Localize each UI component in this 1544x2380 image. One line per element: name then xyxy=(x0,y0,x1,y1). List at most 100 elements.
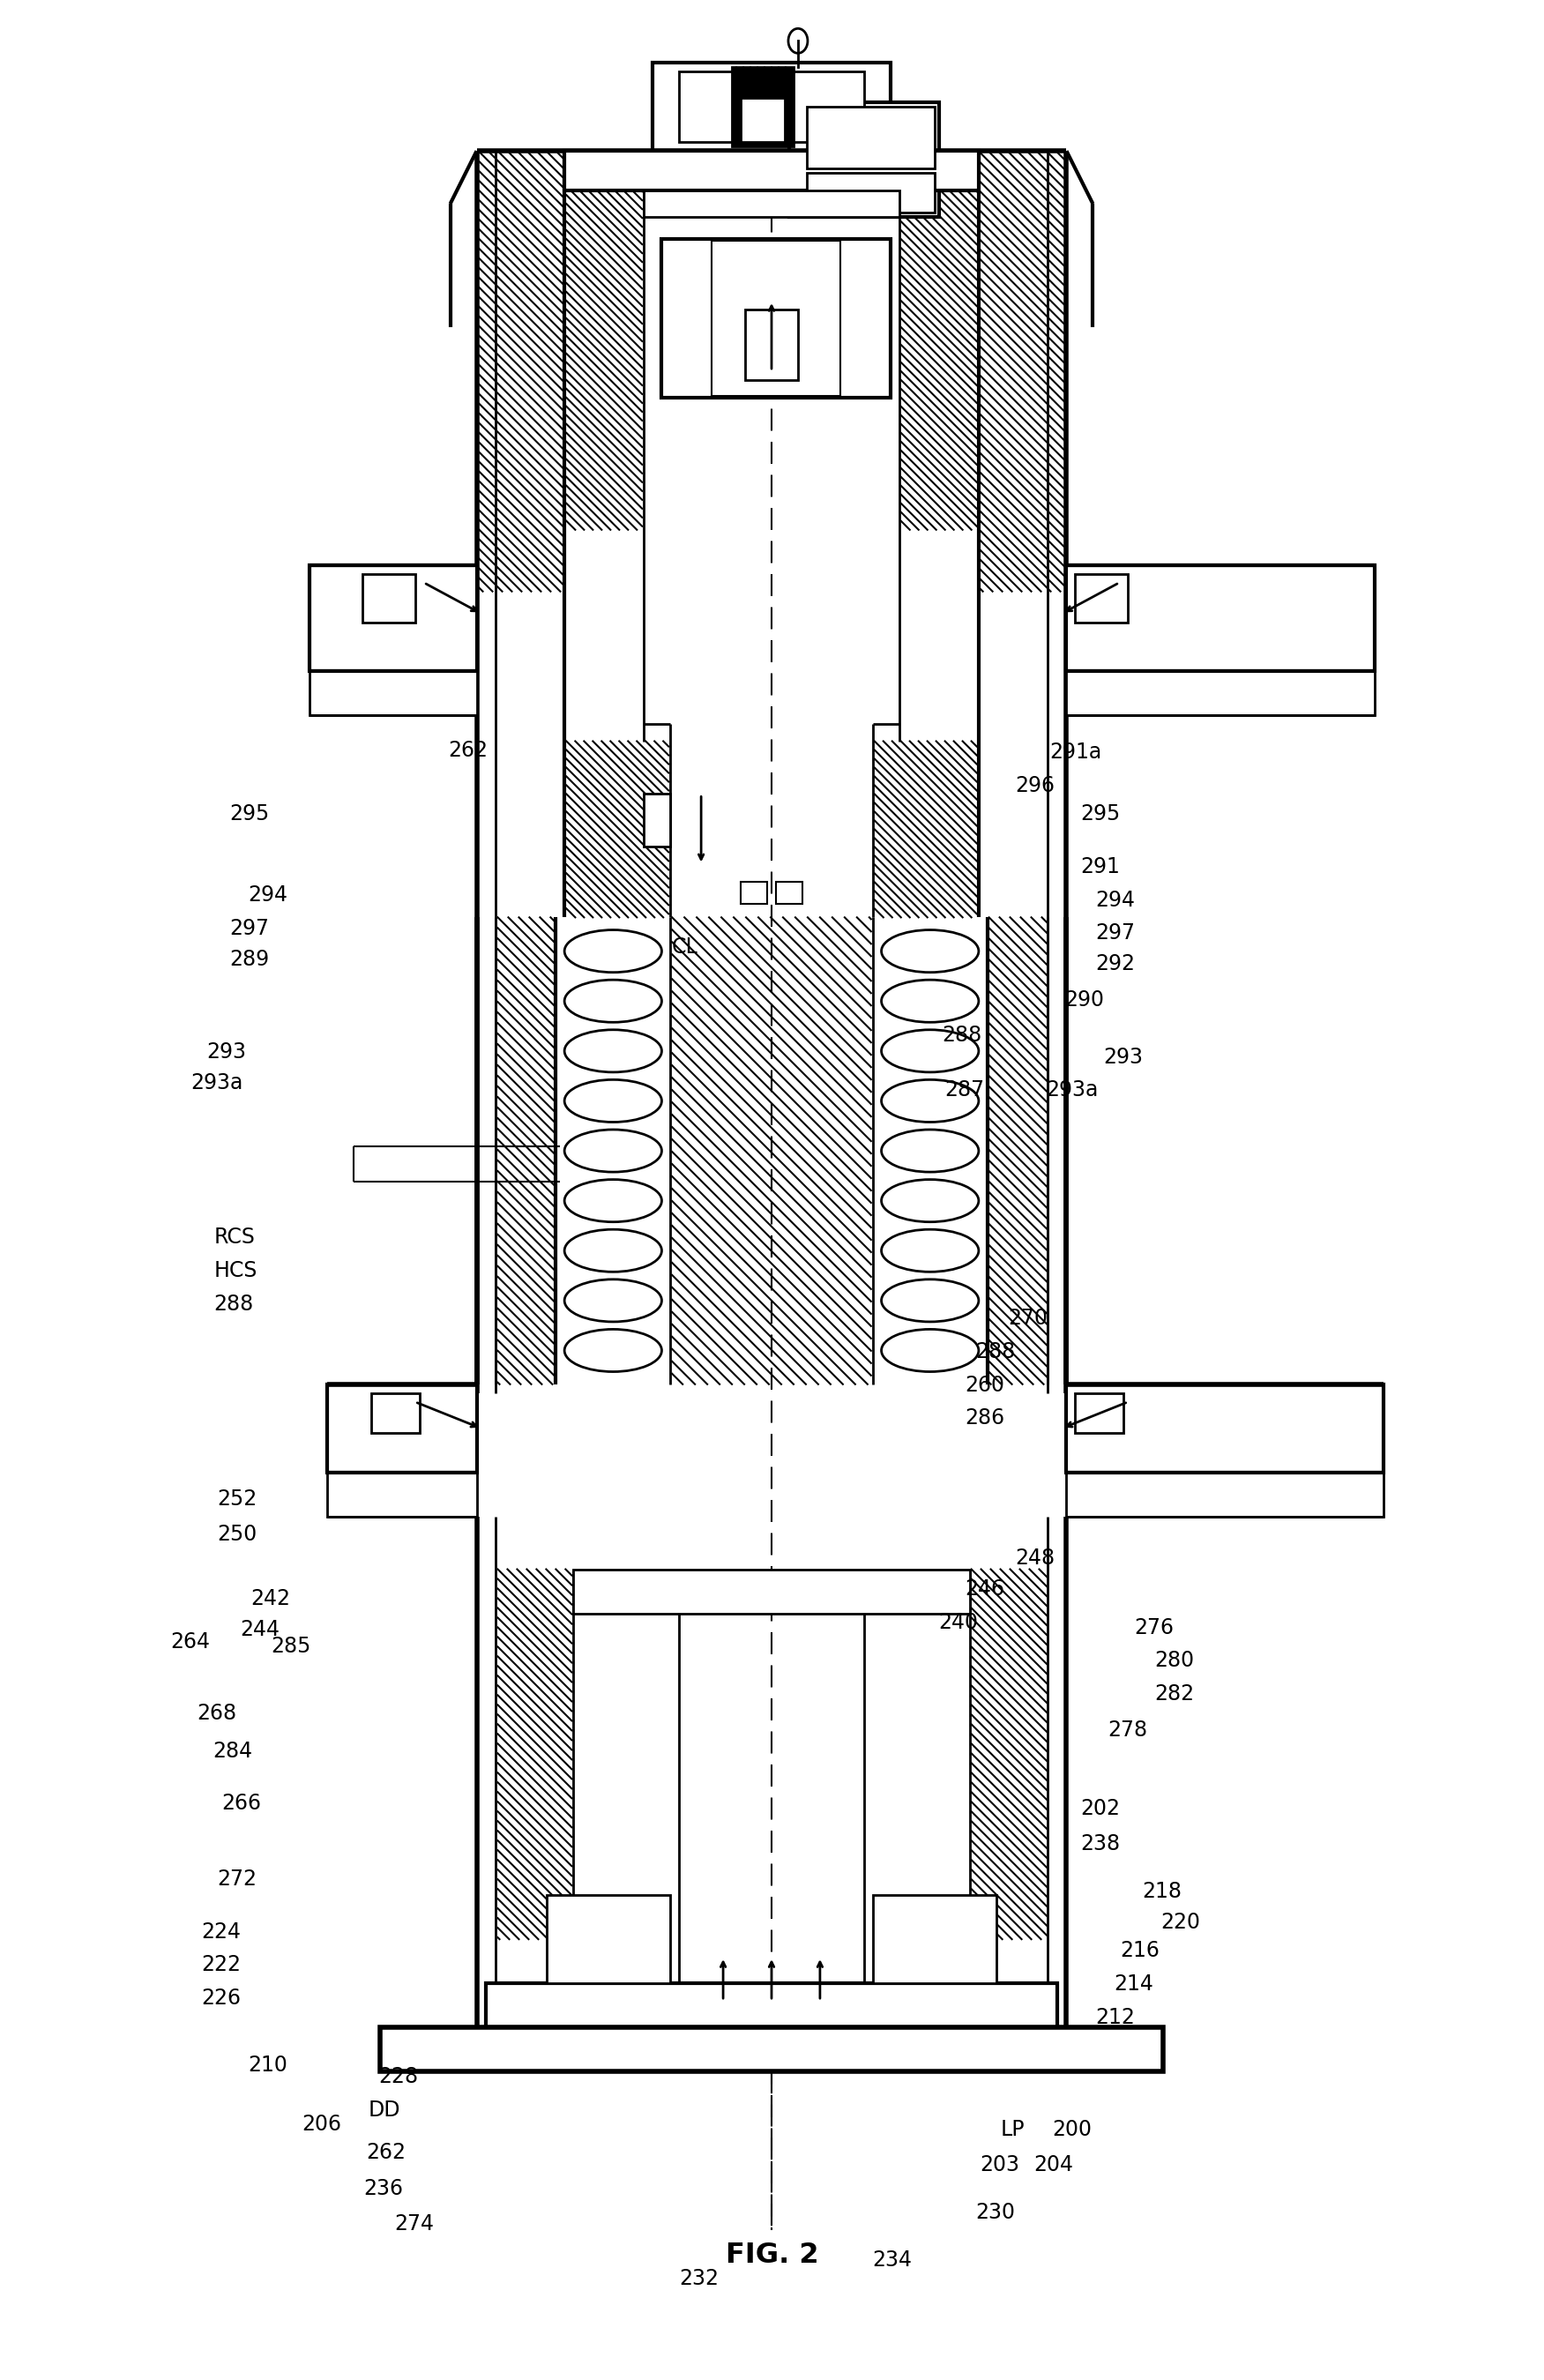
Text: 294: 294 xyxy=(249,885,287,907)
Text: DD: DD xyxy=(367,2099,400,2121)
Bar xyxy=(1075,1392,1124,1433)
Text: 250: 250 xyxy=(218,1523,256,1545)
Text: 262: 262 xyxy=(366,2142,406,2163)
Ellipse shape xyxy=(565,1330,662,1371)
Text: 289: 289 xyxy=(230,950,269,971)
Ellipse shape xyxy=(882,1330,979,1371)
Text: 232: 232 xyxy=(679,2268,720,2290)
Text: FIG. 2: FIG. 2 xyxy=(726,2242,818,2268)
Ellipse shape xyxy=(565,1230,662,1271)
Bar xyxy=(363,574,415,621)
Bar xyxy=(644,795,670,847)
Bar xyxy=(732,67,794,148)
Bar xyxy=(1067,671,1374,714)
Text: 202: 202 xyxy=(1081,1797,1119,1818)
Text: 274: 274 xyxy=(394,2213,434,2235)
Ellipse shape xyxy=(882,1031,979,1071)
Text: 246: 246 xyxy=(965,1578,1005,1599)
Text: HCS: HCS xyxy=(215,1261,258,1280)
Bar xyxy=(1067,1385,1383,1473)
Text: 287: 287 xyxy=(945,1081,985,1100)
Text: 292: 292 xyxy=(1096,954,1135,976)
Text: 284: 284 xyxy=(213,1740,252,1761)
Text: 291a: 291a xyxy=(1050,743,1102,764)
Ellipse shape xyxy=(565,1130,662,1171)
Text: 248: 248 xyxy=(1016,1547,1056,1568)
Text: 288: 288 xyxy=(215,1295,253,1314)
Bar xyxy=(653,62,891,150)
Bar xyxy=(371,1392,420,1433)
Text: 291: 291 xyxy=(1081,857,1119,878)
Ellipse shape xyxy=(882,931,979,973)
Ellipse shape xyxy=(882,1180,979,1221)
Text: 285: 285 xyxy=(272,1635,310,1656)
Ellipse shape xyxy=(882,981,979,1023)
Text: 268: 268 xyxy=(198,1702,236,1723)
Text: 204: 204 xyxy=(1034,2154,1073,2175)
Bar xyxy=(741,883,767,904)
Text: 252: 252 xyxy=(218,1488,256,1509)
Bar xyxy=(309,671,477,714)
Text: 236: 236 xyxy=(363,2178,403,2199)
Bar xyxy=(679,71,758,143)
Ellipse shape xyxy=(565,1081,662,1121)
Text: 218: 218 xyxy=(1143,1880,1181,1902)
Bar xyxy=(784,71,865,143)
Text: CL: CL xyxy=(672,938,698,959)
Text: 220: 220 xyxy=(1161,1911,1200,1933)
Text: 203: 203 xyxy=(980,2154,1019,2175)
Text: 212: 212 xyxy=(1096,2006,1135,2028)
Ellipse shape xyxy=(882,1230,979,1271)
Text: 272: 272 xyxy=(218,1868,256,1890)
Ellipse shape xyxy=(565,1031,662,1071)
Bar xyxy=(789,102,939,217)
Text: 295: 295 xyxy=(230,804,269,826)
Bar xyxy=(746,309,798,381)
Ellipse shape xyxy=(565,981,662,1023)
Text: 206: 206 xyxy=(301,2113,341,2135)
Bar xyxy=(1067,1473,1383,1516)
Text: 288: 288 xyxy=(976,1340,1016,1361)
Text: 234: 234 xyxy=(872,2249,913,2271)
Text: 293a: 293a xyxy=(191,1073,244,1092)
Text: 286: 286 xyxy=(965,1407,1005,1428)
Text: 295: 295 xyxy=(1081,804,1121,826)
Bar xyxy=(644,190,899,217)
Text: 293: 293 xyxy=(207,1042,245,1064)
Text: 242: 242 xyxy=(252,1587,290,1609)
Text: 244: 244 xyxy=(241,1618,279,1640)
Bar xyxy=(485,1983,1058,2028)
Text: 214: 214 xyxy=(1115,1973,1153,1994)
Text: 276: 276 xyxy=(1135,1616,1173,1637)
Bar xyxy=(327,1473,477,1516)
Bar xyxy=(872,1894,996,1983)
Bar xyxy=(573,1568,970,1614)
Text: 228: 228 xyxy=(378,2066,418,2087)
Text: 264: 264 xyxy=(171,1630,210,1652)
Text: 224: 224 xyxy=(202,1921,241,1942)
Text: 210: 210 xyxy=(249,2054,287,2075)
Text: 293: 293 xyxy=(1104,1047,1143,1069)
Text: 260: 260 xyxy=(965,1373,1005,1395)
Ellipse shape xyxy=(565,1280,662,1321)
Text: 297: 297 xyxy=(1096,923,1135,945)
Text: 226: 226 xyxy=(202,1987,241,2009)
Ellipse shape xyxy=(565,1180,662,1221)
Ellipse shape xyxy=(882,1280,979,1321)
Text: 296: 296 xyxy=(1016,776,1055,797)
Bar xyxy=(712,240,840,395)
Bar xyxy=(565,150,979,190)
Ellipse shape xyxy=(882,1081,979,1121)
Text: 282: 282 xyxy=(1155,1683,1194,1704)
Bar xyxy=(1075,574,1129,621)
Bar xyxy=(808,107,934,169)
Text: 280: 280 xyxy=(1155,1649,1194,1671)
Bar xyxy=(661,238,891,397)
Text: 238: 238 xyxy=(1081,1833,1119,1854)
Ellipse shape xyxy=(882,1130,979,1171)
Text: 222: 222 xyxy=(202,1954,241,1975)
Text: 293a: 293a xyxy=(1047,1081,1099,1100)
Text: 294: 294 xyxy=(1096,890,1135,912)
Bar xyxy=(808,174,934,212)
Text: 278: 278 xyxy=(1109,1718,1147,1740)
